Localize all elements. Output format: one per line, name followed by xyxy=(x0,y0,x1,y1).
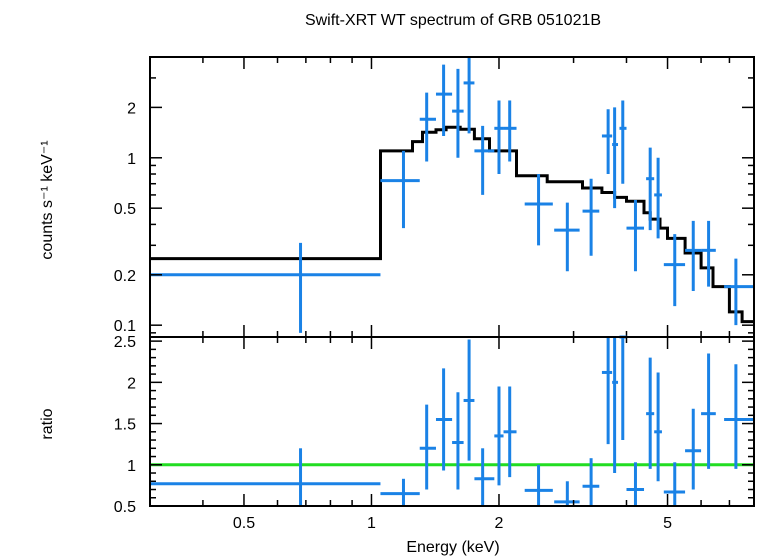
spectrum-point xyxy=(701,220,716,287)
ratio-y-axis-label: ratio xyxy=(39,408,56,439)
ratio-y-tick-label: 1.5 xyxy=(114,417,136,434)
ratio-y-tick-label: 1 xyxy=(127,458,136,475)
ratio-point xyxy=(463,339,475,461)
x-tick-label: 1 xyxy=(367,515,376,532)
spectrum-point xyxy=(601,109,613,175)
spectrum-point xyxy=(524,174,553,246)
spectrum-point xyxy=(654,157,662,239)
spectrum-point xyxy=(419,92,436,162)
ratio-y-tick-label: 0.5 xyxy=(114,499,136,516)
spectrum-frame xyxy=(149,56,755,338)
model-polyline xyxy=(150,125,754,324)
spectrum-point xyxy=(503,100,517,162)
spectrum-y-tick-label: 0.1 xyxy=(114,318,136,335)
spectrum-point xyxy=(612,107,619,209)
ratio-point xyxy=(654,372,662,482)
spectrum-point xyxy=(626,199,645,272)
spectrum-point xyxy=(724,258,754,326)
ratio-point xyxy=(554,481,580,506)
ratio-point xyxy=(524,464,553,506)
spectrum-y-tick-label: 0.5 xyxy=(114,201,136,218)
spectrum-y-tick-label: 1 xyxy=(127,151,136,168)
x-tick-labels: 0.5 1 2 5 xyxy=(233,515,672,532)
ratio-point xyxy=(685,408,702,490)
spectrum-point xyxy=(474,125,495,195)
ratio-y-tick-label: 2 xyxy=(127,375,136,392)
spectrum-data-points xyxy=(150,57,754,333)
x-tick-label: 2 xyxy=(495,515,504,532)
x-tick-label: 0.5 xyxy=(233,515,255,532)
ratio-point xyxy=(380,478,420,506)
ratio-point xyxy=(435,368,453,471)
ratio-point xyxy=(503,386,517,478)
ratio-data-points xyxy=(150,335,754,506)
spectrum-point xyxy=(494,100,504,175)
ratio-point xyxy=(619,335,627,441)
chart-title: Swift-XRT WT spectrum of GRB 051021B xyxy=(305,12,601,29)
ratio-point xyxy=(494,386,504,486)
ratio-frame xyxy=(149,336,755,507)
spectrum-y-axis-label: counts s⁻¹ keV⁻¹ xyxy=(39,140,56,259)
spectrum-point xyxy=(619,100,627,184)
ratio-point xyxy=(452,392,464,490)
model-step-line xyxy=(150,125,754,324)
ratio-point xyxy=(626,462,645,506)
ratio-point xyxy=(701,353,716,469)
spectrum-point xyxy=(554,202,580,272)
ratio-point xyxy=(601,337,613,445)
ratio-point xyxy=(474,448,495,506)
ratio-point xyxy=(724,364,754,469)
ratio-point xyxy=(150,448,381,506)
spectrum-point xyxy=(150,242,381,333)
spectrum-y-tick-label: 2 xyxy=(127,100,136,117)
x-axis-label: Energy (keV) xyxy=(406,539,499,556)
ratio-point xyxy=(612,337,619,474)
spectrum-point xyxy=(663,234,686,307)
spectrum-point xyxy=(646,147,655,231)
ratio-point xyxy=(419,404,436,490)
ratio-point xyxy=(582,458,600,506)
ratio-panel: 0.5 1 1.5 2 2.5 xyxy=(114,334,755,516)
spectrum-point xyxy=(582,178,600,256)
ratio-y-tick-label: 2.5 xyxy=(114,334,136,351)
spectrum-point xyxy=(380,150,420,229)
spectrum-panel: 0.1 0.2 0.5 1 2 xyxy=(114,56,755,338)
ratio-axes: 0.5 1 1.5 2 2.5 xyxy=(114,334,755,516)
ratio-point xyxy=(663,462,686,506)
spectrum-y-tick-label: 0.2 xyxy=(114,268,136,285)
spectrum-point xyxy=(435,64,453,136)
spectrum-point xyxy=(685,220,702,292)
ratio-point xyxy=(646,357,655,469)
x-tick-label: 5 xyxy=(663,515,672,532)
spectrum-point xyxy=(452,68,464,158)
spectrum-point xyxy=(463,57,475,134)
